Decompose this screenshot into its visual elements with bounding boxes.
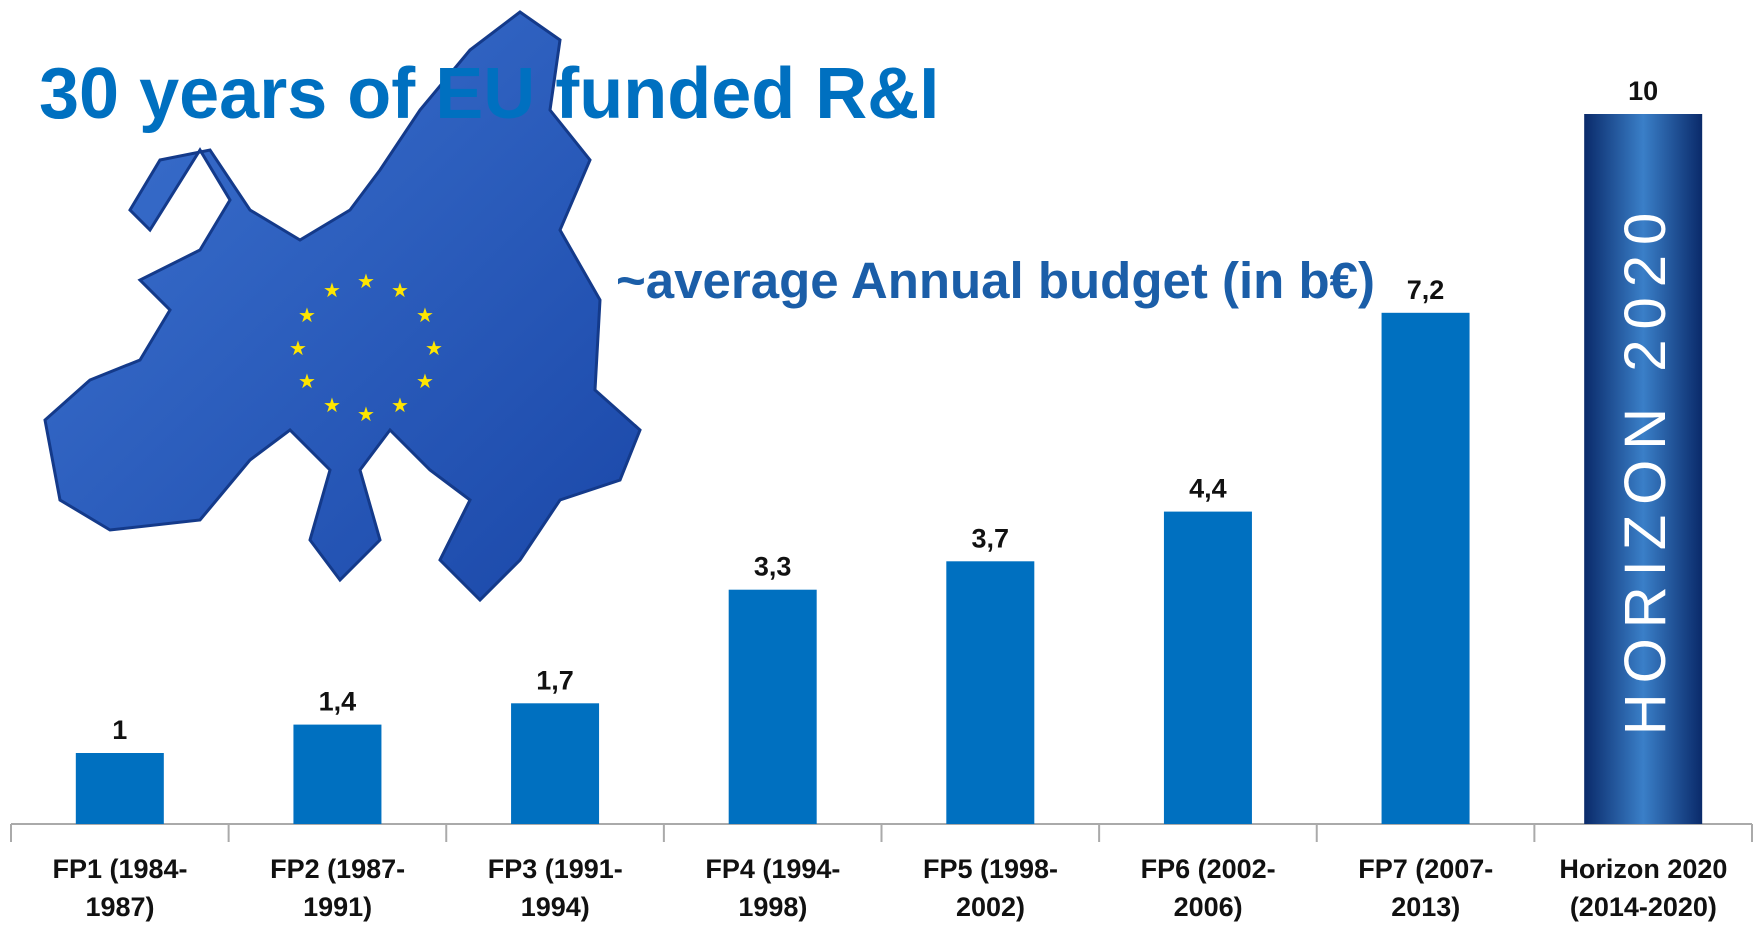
x-tick-label: FP7 (2007- 2013) bbox=[1358, 854, 1494, 922]
value-label: 1 bbox=[112, 715, 127, 745]
value-label: 7,2 bbox=[1407, 275, 1445, 305]
svg-text:★: ★ bbox=[289, 338, 307, 360]
value-label: 1,7 bbox=[536, 665, 574, 695]
svg-text:★: ★ bbox=[357, 404, 375, 426]
x-tick-label: FP5 (1998- 2002) bbox=[922, 854, 1059, 922]
x-tick-label: FP1 (1984- 1987) bbox=[52, 854, 188, 922]
bar bbox=[511, 703, 600, 824]
svg-text:★: ★ bbox=[416, 371, 434, 393]
bar bbox=[946, 561, 1035, 824]
value-label: 10 bbox=[1628, 76, 1658, 106]
value-label: 1,4 bbox=[319, 687, 357, 717]
bar-annotation: HORIZON 2020 bbox=[1613, 203, 1678, 736]
svg-text:★: ★ bbox=[298, 305, 316, 327]
europe-map: ★ ★ ★ ★ ★ ★ ★ ★ ★ ★ ★ ★ bbox=[43, 10, 642, 603]
svg-text:★: ★ bbox=[298, 371, 316, 393]
svg-text:★: ★ bbox=[357, 271, 375, 293]
svg-text:★: ★ bbox=[425, 338, 443, 360]
bar bbox=[728, 589, 817, 824]
chart-title: 30 years of EU funded R&I bbox=[39, 54, 939, 134]
bar bbox=[75, 753, 164, 824]
x-tick-label: FP2 (1987- 1991) bbox=[270, 854, 406, 922]
value-label: 3,7 bbox=[972, 523, 1010, 553]
x-tick-label: Horizon 2020 (2014-2020) bbox=[1559, 854, 1728, 922]
bar bbox=[1381, 312, 1470, 824]
x-tick-label: FP3 (1991- 1994) bbox=[487, 854, 623, 922]
svg-text:★: ★ bbox=[391, 280, 409, 302]
value-label: 4,4 bbox=[1189, 474, 1227, 504]
x-tick-label: FP4 (1994- 1998) bbox=[705, 854, 841, 922]
svg-text:★: ★ bbox=[323, 395, 341, 417]
bar bbox=[1163, 511, 1252, 824]
svg-text:★: ★ bbox=[416, 305, 434, 327]
chart-subtitle: ~average Annual budget (in b€) bbox=[616, 252, 1375, 309]
bar bbox=[293, 724, 382, 824]
svg-text:★: ★ bbox=[323, 280, 341, 302]
bar-image bbox=[1584, 114, 1703, 824]
svg-text:★: ★ bbox=[391, 395, 409, 417]
value-label: 3,3 bbox=[754, 552, 792, 582]
x-tick-label: FP6 (2002- 2006) bbox=[1140, 854, 1276, 922]
